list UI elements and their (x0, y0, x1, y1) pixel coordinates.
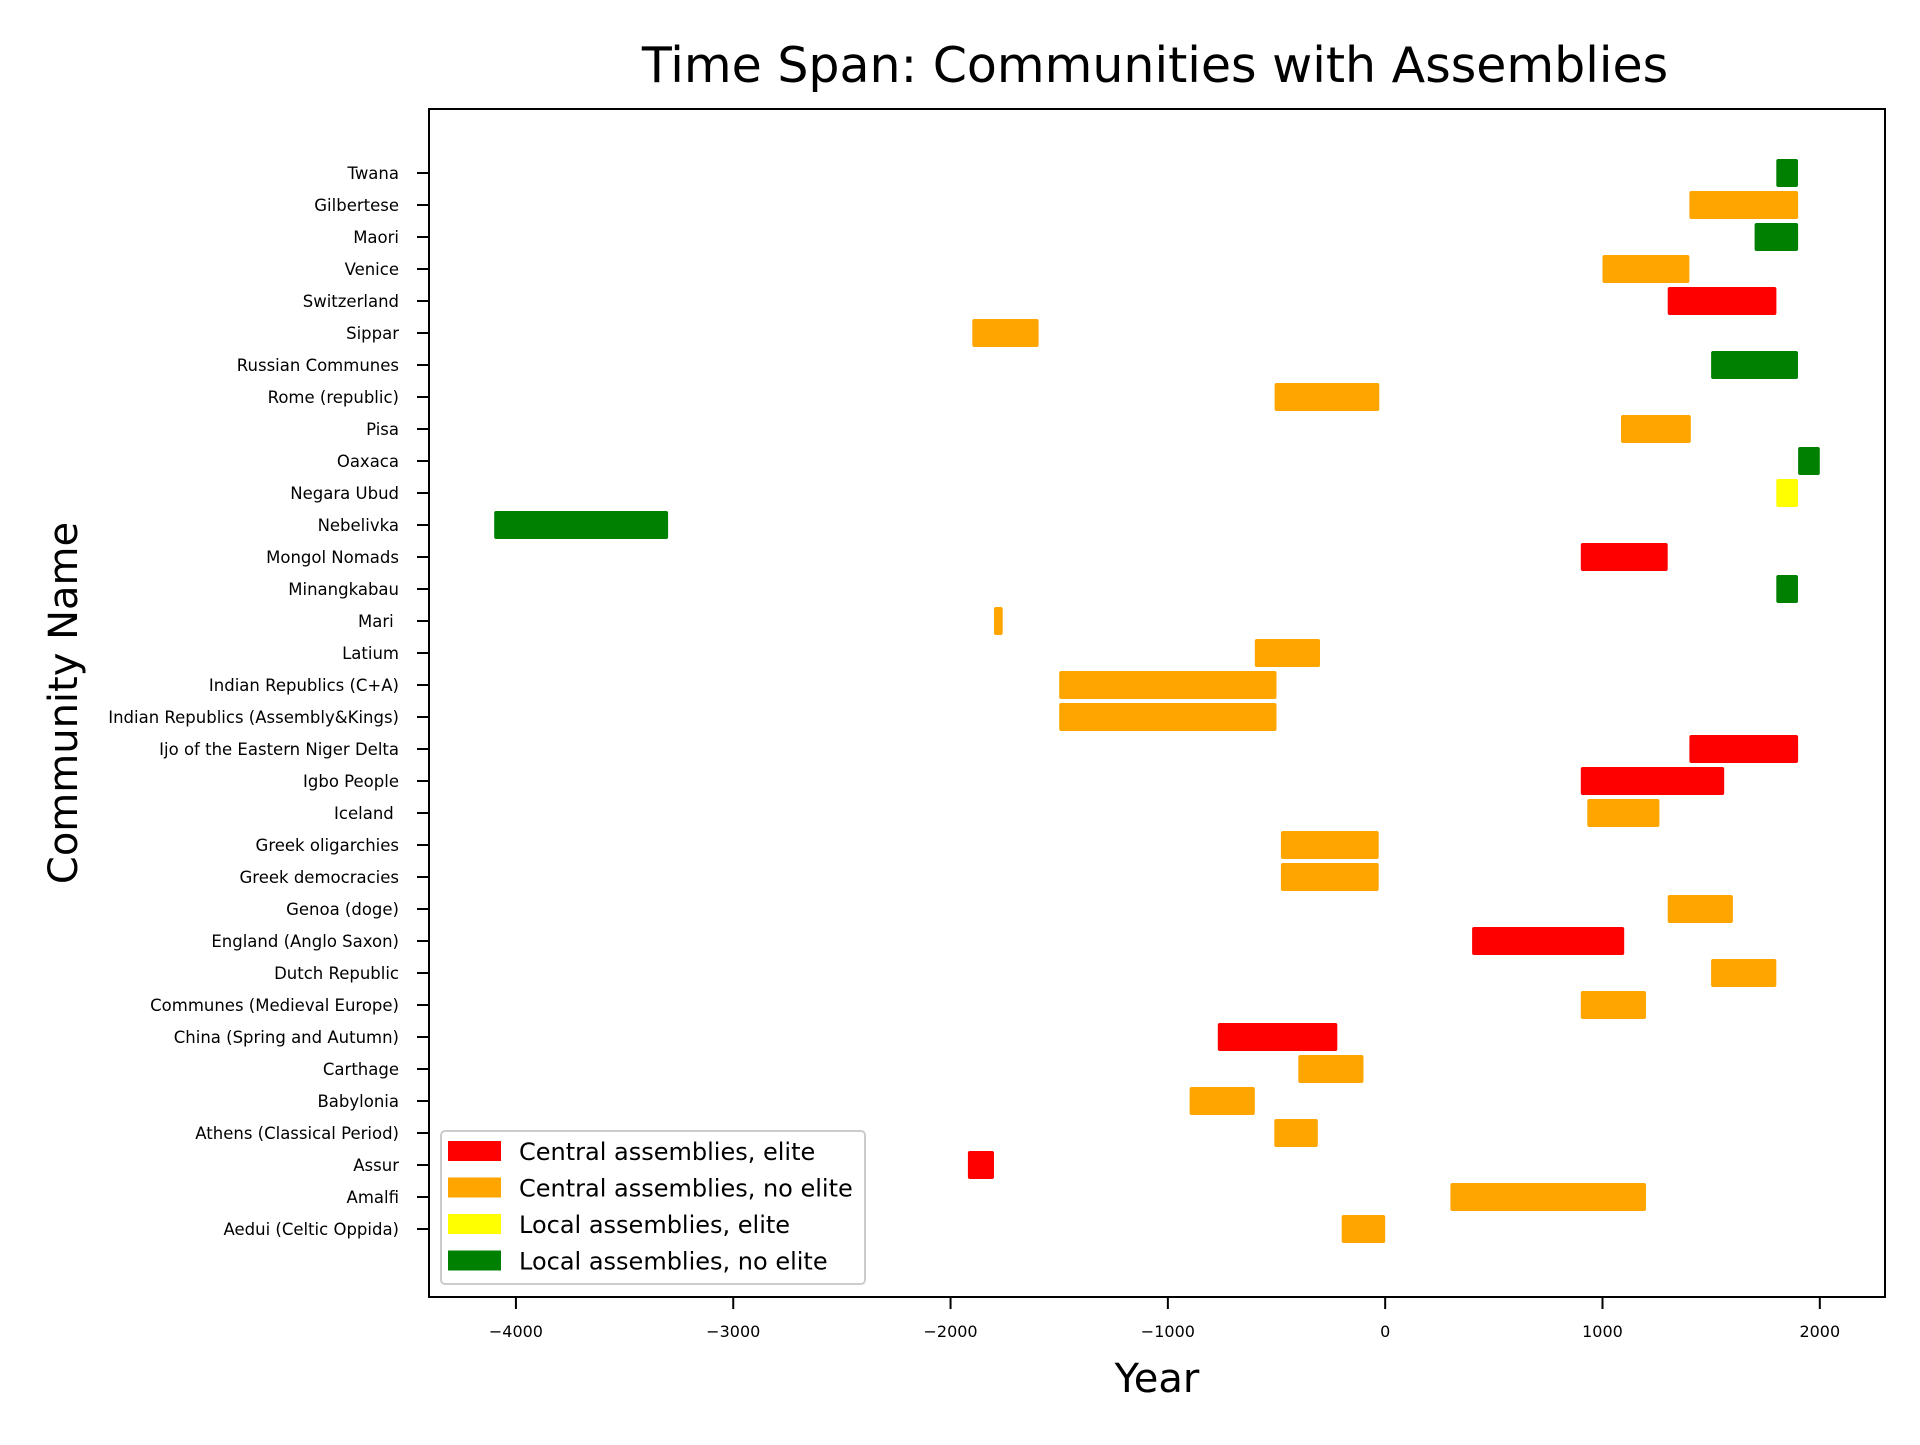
bar-greek-democracies (1280, 863, 1379, 891)
x-tick-label: 1000 (1582, 1322, 1623, 1341)
bar-england-anglo-saxon (1472, 927, 1625, 955)
legend-label: Central assemblies, elite (519, 1138, 815, 1166)
bar-mongol-nomads (1580, 543, 1668, 571)
y-tick-label: Aedui (Celtic Oppida) (223, 1220, 399, 1239)
x-tick-label: −4000 (489, 1322, 543, 1341)
bar-amalfi (1450, 1183, 1646, 1211)
legend-swatch (448, 1250, 501, 1271)
y-tick-label: Dutch Republic (274, 964, 399, 983)
bar-switzerland (1667, 287, 1777, 315)
y-tick-label: Babylonia (317, 1092, 399, 1111)
y-tick-label: Venice (345, 260, 399, 279)
bar-russian-communes (1711, 351, 1798, 379)
y-tick-label: Assur (353, 1156, 399, 1175)
y-tick-label: Rome (republic) (268, 388, 399, 407)
y-tick-label: Indian Republics (Assembly&Kings) (108, 708, 399, 727)
y-tick-label: Nebelivka (318, 516, 399, 535)
bar-rome-republic (1274, 383, 1380, 411)
y-tick-label: Sippar (346, 324, 399, 343)
x-axis: −4000 −3000 −2000 −1000 0 1000 2000 (489, 1297, 1840, 1341)
bar-indian-republics-assembly-kings (1059, 703, 1277, 731)
bar-carthage (1298, 1055, 1364, 1083)
x-tick-label: −1000 (1141, 1322, 1195, 1341)
y-tick-label: China (Spring and Autumn) (174, 1028, 399, 1047)
bar-oaxaca (1798, 447, 1820, 475)
legend-box (440, 1130, 866, 1285)
bar-china-spring-and-autumn (1217, 1023, 1338, 1051)
y-axis: Aedui (Celtic Oppida) Amalfi Assur Athens (… (108, 164, 429, 1239)
bar-dutch-republic (1711, 959, 1777, 987)
legend-label: Local assemblies, elite (519, 1211, 790, 1239)
y-tick-label: Russian Communes (237, 356, 399, 375)
y-tick-label: Gilbertese (314, 196, 399, 215)
legend-label: Local assemblies, no elite (519, 1248, 828, 1276)
y-tick-label: Oaxaca (337, 452, 399, 471)
y-tick-label: Negara Ubud (290, 484, 399, 503)
legend-label: Central assemblies, no elite (519, 1175, 853, 1203)
bar-ijo-of-the-eastern-niger-delta (1689, 735, 1799, 763)
y-tick-label: Genoa (doge) (286, 900, 399, 919)
bar-mari (994, 607, 1003, 635)
plot-area-frame (428, 108, 1886, 1298)
x-axis-title: Year (1114, 1356, 1200, 1402)
bars-layer (494, 159, 1820, 1243)
x-tick-label: −3000 (706, 1322, 760, 1341)
y-axis-title: Community Name (41, 522, 87, 884)
bar-twana (1776, 159, 1798, 187)
y-tick-label: Amalfi (347, 1188, 399, 1207)
y-tick-label: England (Anglo Saxon) (211, 932, 399, 951)
chart-title: Time Span: Communities with Assemblies (641, 37, 1668, 94)
y-tick-label: Iceland (334, 804, 399, 823)
y-tick-label: Igbo People (303, 772, 399, 791)
bar-minangkabau (1776, 575, 1798, 603)
legend: Central assemblies, elite Central assembl… (440, 1130, 866, 1285)
y-tick-label: Carthage (323, 1060, 399, 1079)
bar-gilbertese (1689, 191, 1799, 219)
y-tick-label: Mongol Nomads (266, 548, 399, 567)
bar-pisa (1621, 415, 1691, 443)
bar-babylonia (1189, 1087, 1255, 1115)
legend-swatch (448, 1177, 501, 1198)
bar-athens-classical-period (1274, 1119, 1318, 1147)
bar-indian-republics-c-a (1059, 671, 1277, 699)
bar-latium (1254, 639, 1320, 667)
bar-igbo-people (1580, 767, 1725, 795)
bar-maori (1754, 223, 1799, 251)
y-tick-label: Mari (358, 612, 399, 631)
bar-assur (967, 1151, 994, 1179)
bar-sippar (972, 319, 1039, 347)
y-tick-label: Indian Republics (C+A) (209, 676, 399, 695)
y-tick-label: Maori (353, 228, 399, 247)
legend-swatch (448, 1141, 501, 1161)
y-tick-label: Twana (346, 164, 399, 183)
bar-negara-ubud (1776, 479, 1798, 507)
y-tick-label: Minangkabau (288, 580, 399, 599)
y-tick-label: Greek oligarchies (256, 836, 399, 855)
bar-iceland (1587, 799, 1660, 827)
x-tick-label: 0 (1380, 1322, 1390, 1341)
x-tick-label: −2000 (923, 1322, 977, 1341)
bar-aedui-celtic-oppida (1341, 1215, 1386, 1243)
y-tick-label: Ijo of the Eastern Niger Delta (159, 740, 399, 759)
legend-swatch (448, 1214, 501, 1234)
y-tick-label: Communes (Medieval Europe) (150, 996, 399, 1015)
x-tick-label: 2000 (1799, 1322, 1840, 1341)
bar-genoa-doge (1667, 895, 1733, 923)
bar-communes-medieval-europe (1580, 991, 1646, 1019)
bar-greek-oligarchies (1280, 831, 1379, 859)
y-tick-label: Greek democracies (240, 868, 399, 887)
y-tick-label: Athens (Classical Period) (195, 1124, 399, 1143)
bar-nebelivka (494, 511, 669, 539)
y-tick-label: Latium (342, 644, 399, 663)
y-tick-label: Pisa (366, 420, 399, 439)
bar-venice (1602, 255, 1690, 283)
y-tick-label: Switzerland (303, 292, 399, 311)
